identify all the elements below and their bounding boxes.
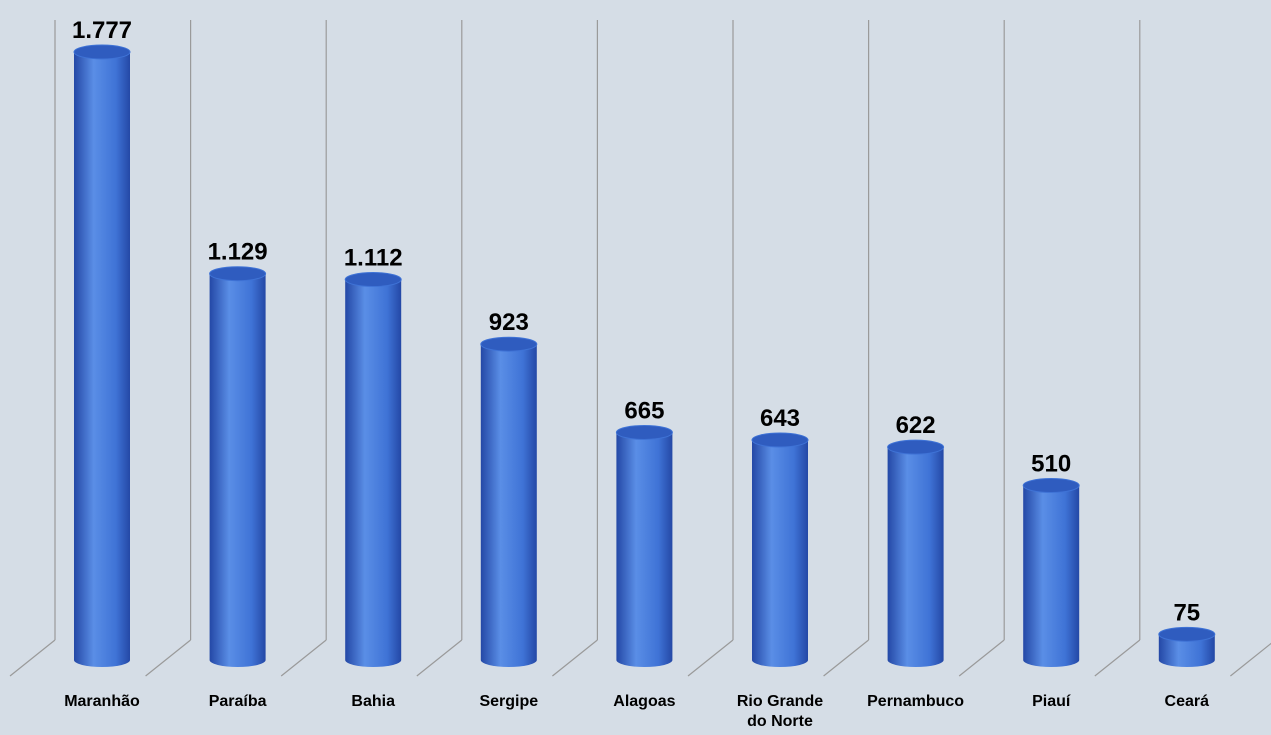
category-label: Piauí: [1032, 693, 1071, 710]
data-label: 622: [896, 412, 936, 439]
data-label: 75: [1173, 599, 1200, 626]
bar-body: [480, 344, 537, 668]
bar-body: [1023, 485, 1080, 668]
category-label: Rio Grande do Norte: [737, 693, 823, 730]
bar: [615, 424, 673, 668]
bar-top: [73, 44, 131, 60]
category-label: Paraíba: [209, 693, 267, 710]
bar-top: [1022, 478, 1080, 494]
bar-top: [480, 336, 538, 352]
category-label: Ceará: [1165, 693, 1210, 710]
grid-line-floor: [280, 639, 327, 677]
grid-line-floor: [145, 639, 191, 677]
category-labels: Maranhão Paraíba Bahia Sergipe Alagoas Rio Gr…: [64, 693, 1209, 730]
grid-line-floor: [1094, 639, 1141, 677]
grid-line-floor: [552, 639, 598, 677]
data-label: 510: [1031, 451, 1071, 478]
bar-body: [345, 279, 402, 668]
grid-line-floor: [416, 639, 463, 677]
data-label: 1.112: [344, 245, 403, 272]
grid-lines: [9, 20, 1271, 677]
bar-top: [209, 266, 267, 282]
category-label: Maranhão: [64, 693, 140, 710]
data-label: 1.777: [72, 17, 132, 44]
bar-top: [1158, 626, 1216, 642]
bar-top: [344, 272, 402, 288]
bar-top: [615, 424, 673, 440]
category-label: Bahia: [351, 693, 395, 710]
data-label: 643: [760, 405, 800, 432]
bar: [751, 432, 809, 667]
bar: [1158, 626, 1216, 668]
bar-body: [887, 447, 944, 668]
bar-body: [1158, 634, 1215, 668]
bars: [73, 44, 1216, 668]
category-label: Alagoas: [613, 693, 675, 710]
bar: [344, 272, 402, 668]
data-labels: 1.777 1.129 1.112 923 665 643 622 510 75: [72, 17, 1200, 626]
bar: [209, 266, 267, 668]
bar-top: [751, 432, 809, 448]
bar-body: [74, 52, 130, 667]
bar-top: [887, 439, 945, 455]
bar: [73, 44, 131, 667]
category-label: Sergipe: [479, 693, 538, 710]
data-label: 923: [489, 309, 529, 336]
bar-body: [209, 273, 266, 668]
grid-line-floor: [958, 639, 1005, 677]
category-label: Pernambuco: [867, 693, 964, 710]
bar: [887, 439, 945, 668]
data-label: 665: [624, 397, 664, 424]
bar: [1022, 478, 1080, 668]
bar-body: [752, 439, 808, 667]
grid-line-floor: [687, 639, 734, 677]
grid-line-floor: [9, 639, 56, 677]
data-label: 1.129: [208, 239, 268, 266]
bar-body: [616, 432, 673, 668]
grid-line-floor: [823, 639, 869, 677]
bar: [480, 336, 538, 668]
grid-line-floor: [1230, 642, 1271, 677]
